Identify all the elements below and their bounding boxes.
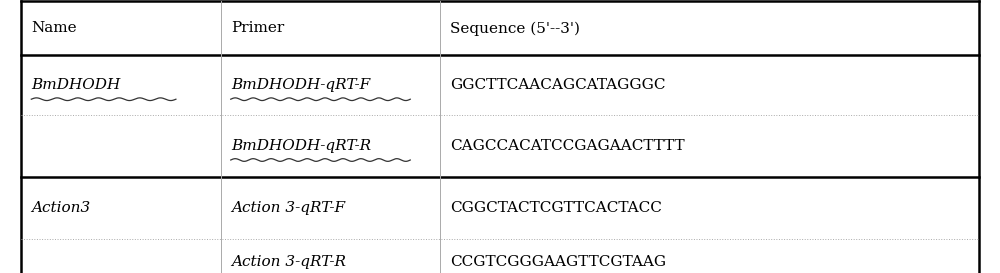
Text: CAGCCACATCCGAGAACTTTT: CAGCCACATCCGAGAACTTTT	[450, 139, 685, 153]
Text: Action3: Action3	[31, 201, 91, 215]
Text: CGGCTACTCGTTCACTACC: CGGCTACTCGTTCACTACC	[450, 201, 662, 215]
Text: BmDHODH-qRT-F: BmDHODH-qRT-F	[231, 78, 370, 92]
Text: CCGTCGGGAAGTTCGTAAG: CCGTCGGGAAGTTCGTAAG	[450, 255, 666, 269]
Text: BmDHODH: BmDHODH	[31, 78, 121, 92]
Text: Sequence (5'--3'): Sequence (5'--3')	[450, 21, 580, 35]
Text: BmDHODH-qRT-R: BmDHODH-qRT-R	[231, 139, 371, 153]
Text: Primer: Primer	[231, 21, 284, 35]
Text: Name: Name	[31, 21, 77, 35]
Text: GGCTTCAACAGCATAGGGC: GGCTTCAACAGCATAGGGC	[450, 78, 666, 92]
Text: Action 3-qRT-F: Action 3-qRT-F	[231, 201, 345, 215]
Text: Action 3-qRT-R: Action 3-qRT-R	[231, 255, 346, 269]
